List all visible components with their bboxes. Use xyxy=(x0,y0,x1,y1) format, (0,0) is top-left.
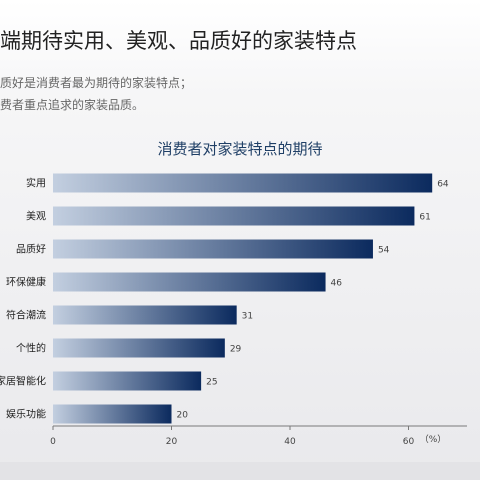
data-label: 54 xyxy=(378,246,390,256)
data-label: 20 xyxy=(177,411,189,421)
data-label: 46 xyxy=(331,279,343,289)
bar-5 xyxy=(53,305,237,325)
bottom-band xyxy=(0,462,480,480)
x-tick-label: 20 xyxy=(166,437,178,447)
category-label: 品质好 xyxy=(16,244,46,256)
data-label: 31 xyxy=(242,312,253,322)
bar-7 xyxy=(53,371,202,391)
bar-3 xyxy=(53,239,373,259)
x-unit-label: （%） xyxy=(420,434,447,445)
chart-title: 消费者对家装特点的期待 xyxy=(157,140,323,158)
bar-1 xyxy=(53,173,433,193)
data-label: 25 xyxy=(206,378,217,388)
category-label: 实用 xyxy=(26,177,46,190)
bar-4 xyxy=(53,272,326,292)
data-label: 61 xyxy=(419,213,430,223)
category-label: 家居智能化 xyxy=(0,375,46,388)
category-label: 美观 xyxy=(26,210,46,223)
summary-text: 质好是消费者最为期待的家装特点； 费者重点追求的家装品质。 xyxy=(0,72,480,116)
category-label: 娱乐功能 xyxy=(6,408,46,421)
bar-2 xyxy=(53,206,415,226)
data-label: 29 xyxy=(230,345,242,355)
category-label: 环保健康 xyxy=(6,276,46,289)
category-label: 符合潮流 xyxy=(6,309,46,322)
x-tick-label: 0 xyxy=(50,437,56,447)
category-label: 个性的 xyxy=(16,342,46,355)
summary-line-1: 质好是消费者最为期待的家装特点； xyxy=(0,76,193,90)
summary-line-2: 费者重点追求的家装品质。 xyxy=(0,98,145,112)
bar-8 xyxy=(53,404,172,424)
data-label: 64 xyxy=(437,180,449,190)
page-headline: 端期待实用、美观、品质好的家装特点 xyxy=(0,29,357,53)
x-tick-label: 40 xyxy=(284,437,296,447)
bar-6 xyxy=(53,338,225,358)
x-tick-label: 60 xyxy=(403,437,415,447)
